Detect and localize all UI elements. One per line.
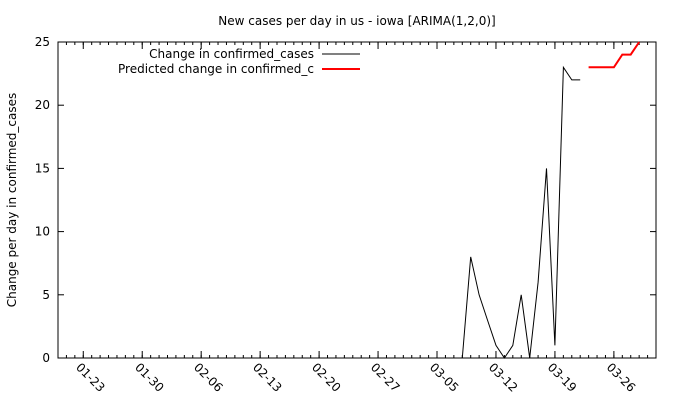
- y-tick-label: 0: [42, 351, 50, 365]
- x-tick-label: 03-26: [604, 360, 639, 395]
- x-tick-label: 02-27: [368, 360, 403, 395]
- x-ticks: 01-23 01-30 02-06 02-13 02-20 02-27 03-05 03-12…: [57, 42, 657, 395]
- x-tick-label: 01-30: [132, 360, 167, 395]
- x-tick-label: 03-05: [427, 360, 462, 395]
- y-tick-label: 25: [35, 35, 50, 49]
- x-tick-label: 01-23: [73, 360, 108, 395]
- x-tick-label: 03-12: [486, 360, 521, 395]
- y-axis-label: Change per day in confirmed_cases: [5, 93, 19, 308]
- series-line-predicted: [588, 41, 641, 69]
- legend-label: Change in confirmed_cases: [149, 47, 314, 61]
- plot-frame: [57, 41, 657, 359]
- series-line-actual: [461, 65, 581, 359]
- y-tick-label: 20: [35, 98, 50, 112]
- plot-border: [57, 41, 657, 359]
- y-tick-label: 5: [42, 288, 50, 302]
- legend-label: Predicted change in confirmed_c: [118, 62, 314, 76]
- x-tick-label: 03-19: [545, 360, 580, 395]
- x-tick-label: 02-20: [309, 360, 344, 395]
- x-tick-label: 02-13: [250, 360, 285, 395]
- y-tick-label: 15: [35, 161, 50, 175]
- y-ticks: 0 5 10 15 20 25: [35, 35, 656, 365]
- series-layer: [461, 41, 641, 359]
- chart-title: New cases per day in us - iowa [ARIMA(1,…: [218, 14, 495, 28]
- x-tick-label: 02-06: [191, 360, 226, 395]
- y-tick-label: 10: [35, 225, 50, 239]
